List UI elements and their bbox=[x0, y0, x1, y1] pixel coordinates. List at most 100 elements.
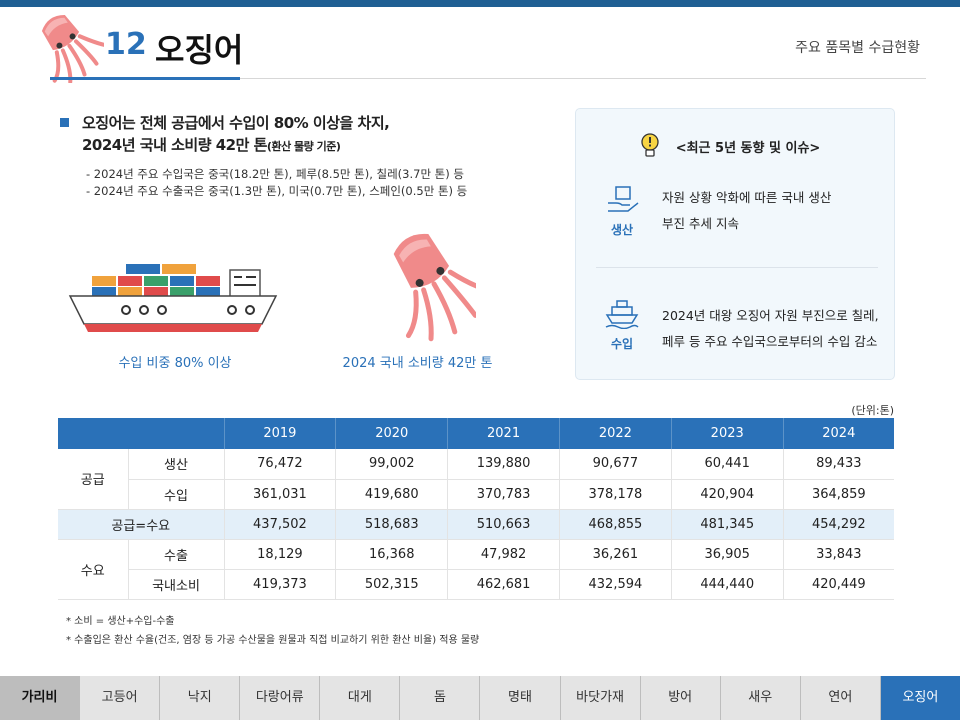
row-group-label: 공급 bbox=[58, 449, 128, 510]
table-cell: 419,373 bbox=[223, 569, 336, 600]
nav-item-yellowtail[interactable]: 방어 bbox=[640, 676, 721, 720]
table-row: 공급 생산 76,472 99,002 139,880 90,677 60,44… bbox=[58, 449, 894, 510]
panel-title: <최근 5년 동향 및 이슈> bbox=[576, 137, 896, 156]
panel-divider bbox=[596, 267, 878, 268]
table-cell: 502,315 bbox=[335, 569, 448, 600]
panel-title-text: <최근 5년 동향 및 이슈> bbox=[675, 141, 821, 156]
summary-line-1: 오징어는 전체 공급에서 수입이 80% 이상을 차지, bbox=[82, 114, 390, 132]
squid-illustration-icon bbox=[393, 233, 476, 342]
table-row: 수입 361,031 419,680 370,783 378,178 420,9… bbox=[58, 479, 894, 510]
bullet-square-icon bbox=[60, 118, 69, 127]
table-cell: 420,449 bbox=[782, 569, 894, 600]
header-divider bbox=[50, 78, 926, 79]
squid-caption: 2024 국내 소비량 42만 톤 bbox=[342, 356, 493, 371]
row-label: 수입 bbox=[127, 479, 224, 510]
summary-bullets: - 2024년 주요 수입국은 중국(18.2만 톤), 페루(8.5만 톤),… bbox=[86, 166, 560, 200]
row-label: 수출 bbox=[127, 539, 224, 570]
page-title: 오징어 bbox=[155, 31, 244, 69]
table-row: 국내소비 419,373 502,315 462,681 432,594 444… bbox=[58, 569, 894, 600]
nav-item-squid[interactable]: 오징어 bbox=[880, 676, 960, 720]
footnotes: * 소비 = 생산+수입-수출 * 수출입은 환산 수율(건조, 염장 등 가공… bbox=[66, 612, 479, 650]
header-divider-accent bbox=[50, 77, 240, 80]
nav-item-sea-bream[interactable]: 돔 bbox=[400, 676, 481, 720]
row-group-label: 수요 bbox=[58, 539, 128, 600]
ship-icon bbox=[605, 300, 639, 329]
summary-line-2-note: (환산 물량 기준) bbox=[266, 140, 341, 153]
nav-item-salmon[interactable]: 연어 bbox=[800, 676, 881, 720]
bottom-nav: 가리비 고등어 낙지 다랑어류 대게 돔 명태 바닷가재 방어 새우 연어 오징… bbox=[0, 676, 960, 720]
panel-item-line: 자원 상황 악화에 따른 국내 생산 bbox=[662, 190, 832, 205]
panel-item-label: 생산 bbox=[610, 223, 634, 237]
supply-demand-table: 2019 2020 2021 2022 2023 2024 공급 생산 76,4… bbox=[58, 418, 894, 600]
table-cell: 481,345 bbox=[670, 509, 784, 540]
table-header-year: 2022 bbox=[558, 418, 672, 449]
table-cell: 89,433 bbox=[782, 449, 894, 480]
squid-icon bbox=[41, 14, 104, 83]
panel-item-label: 수입 bbox=[610, 337, 634, 351]
table-cell: 420,904 bbox=[670, 479, 784, 510]
table-unit: (단위:톤) bbox=[851, 404, 894, 417]
page-header: 12 오징어 주요 품목별 수급현황 bbox=[0, 7, 960, 85]
summary-headline: 오징어는 전체 공급에서 수입이 80% 이상을 차지, 2024년 국내 소비… bbox=[82, 112, 560, 158]
table-cell: 419,680 bbox=[335, 479, 448, 510]
nav-item-lobster[interactable]: 바닷가재 bbox=[560, 676, 641, 720]
summary-line-2-main: 2024년 국내 소비량 42만 톤 bbox=[82, 136, 267, 154]
table-header-year: 2019 bbox=[223, 418, 336, 449]
table-cell: 444,440 bbox=[670, 569, 784, 600]
table-header-year: 2023 bbox=[670, 418, 784, 449]
nav-item-mackerel[interactable]: 고등어 bbox=[80, 676, 161, 720]
footnote: * 소비 = 생산+수입-수출 bbox=[66, 616, 175, 627]
table-header-year: 2021 bbox=[447, 418, 560, 449]
table-cell: 47,982 bbox=[447, 539, 560, 570]
row-label: 공급=수요 bbox=[58, 509, 224, 540]
table-cell: 432,594 bbox=[558, 569, 672, 600]
nav-item-scallop[interactable]: 가리비 bbox=[0, 676, 81, 720]
table-header-row: 2019 2020 2021 2022 2023 2024 bbox=[58, 418, 894, 449]
nav-item-octopus[interactable]: 낙지 bbox=[160, 676, 241, 720]
table-cell: 33,843 bbox=[782, 539, 894, 570]
panel-item-text: 자원 상황 악화에 따른 국내 생산 부진 추세 지속 bbox=[662, 185, 892, 237]
table-cell: 18,129 bbox=[223, 539, 336, 570]
table-cell: 36,905 bbox=[670, 539, 784, 570]
table-cell: 454,292 bbox=[782, 509, 894, 540]
table-cell: 361,031 bbox=[223, 479, 336, 510]
footnote: * 수출입은 환산 수율(건조, 염장 등 가공 수산물을 원물과 직접 비교하… bbox=[66, 635, 480, 646]
panel-item-line: 부진 추세 지속 bbox=[662, 216, 739, 231]
table-cell: 139,880 bbox=[447, 449, 560, 480]
summary-bullet: - 2024년 주요 수입국은 중국(18.2만 톤), 페루(8.5만 톤),… bbox=[86, 167, 464, 181]
table-cell: 468,855 bbox=[558, 509, 672, 540]
lightbulb-icon bbox=[641, 133, 659, 157]
nav-item-shrimp[interactable]: 새우 bbox=[720, 676, 801, 720]
table-header-year: 2020 bbox=[335, 418, 448, 449]
top-accent-bar bbox=[0, 0, 960, 7]
hand-box-icon bbox=[608, 186, 639, 212]
page-subtitle: 주요 품목별 수급현황 bbox=[795, 40, 920, 56]
panel-item-line: 페루 등 주요 수입국으로부터의 수입 감소 bbox=[662, 334, 878, 349]
table-cell: 462,681 bbox=[447, 569, 560, 600]
panel-item-line: 2024년 대왕 오징어 자원 부진으로 칠레, bbox=[662, 308, 879, 323]
table-cell: 99,002 bbox=[335, 449, 448, 480]
table-cell: 518,683 bbox=[335, 509, 448, 540]
table-cell: 16,368 bbox=[335, 539, 448, 570]
table-cell: 378,178 bbox=[558, 479, 672, 510]
trend-panel: <최근 5년 동향 및 이슈> 생산 자원 상황 악화에 따른 국내 생산 부진… bbox=[575, 108, 895, 380]
summary-block: 오징어는 전체 공급에서 수입이 80% 이상을 차지, 2024년 국내 소비… bbox=[60, 112, 560, 200]
panel-item-text: 2024년 대왕 오징어 자원 부진으로 칠레, 페루 등 주요 수입국으로부터… bbox=[662, 303, 892, 355]
table-cell: 76,472 bbox=[223, 449, 336, 480]
table-cell: 370,783 bbox=[447, 479, 560, 510]
nav-item-snow-crab[interactable]: 대게 bbox=[320, 676, 401, 720]
nav-item-tuna[interactable]: 다랑어류 bbox=[240, 676, 321, 720]
table-cell: 60,441 bbox=[670, 449, 784, 480]
ship-caption: 수입 비중 80% 이상 bbox=[118, 356, 232, 371]
table-row: 수요 수출 18,129 16,368 47,982 36,261 36,905… bbox=[58, 539, 894, 600]
section-number: 12 bbox=[105, 27, 147, 62]
table-cell: 510,663 bbox=[447, 509, 560, 540]
table-row: 공급=수요 437,502 518,683 510,663 468,855 48… bbox=[58, 509, 894, 540]
table-cell: 90,677 bbox=[558, 449, 672, 480]
table-cell: 36,261 bbox=[558, 539, 672, 570]
nav-item-pollock[interactable]: 명태 bbox=[480, 676, 561, 720]
summary-bullet: - 2024년 주요 수출국은 중국(1.3만 톤), 미국(0.7만 톤), … bbox=[86, 184, 468, 198]
row-label: 국내소비 bbox=[127, 569, 224, 600]
row-label: 생산 bbox=[127, 449, 224, 480]
table-cell: 364,859 bbox=[782, 479, 894, 510]
